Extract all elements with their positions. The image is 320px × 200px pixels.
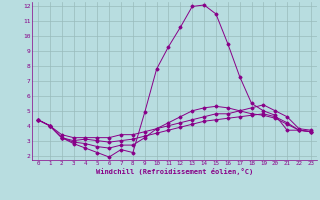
X-axis label: Windchill (Refroidissement éolien,°C): Windchill (Refroidissement éolien,°C)	[96, 168, 253, 175]
